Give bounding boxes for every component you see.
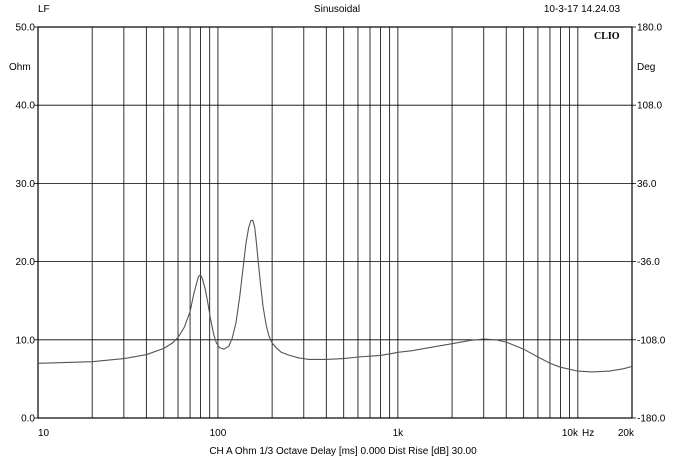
left-tick-label: 30.0 [16, 179, 36, 190]
left-tick-label: 50.0 [16, 23, 36, 34]
right-tick-label: -36.0 [637, 257, 660, 268]
footer-settings: CH A Ohm 1/3 Octave Delay [ms] 0.000 Dis… [209, 446, 477, 457]
right-axis-unit: Deg [637, 62, 655, 73]
right-tick-label: -180.0 [637, 414, 666, 425]
chart-title: Sinusoidal [314, 4, 360, 15]
x-tick-label: 20k [618, 428, 635, 439]
x-axis-unit: Hz [582, 428, 594, 439]
timestamp: 10-3-17 14.24.03 [544, 4, 621, 15]
y-gridlines [38, 104, 632, 341]
x-axis-ticks: 10 100 1k 10k 20k [38, 428, 635, 439]
left-tick-label: 0.0 [21, 414, 35, 425]
x-tick-label: 100 [210, 428, 227, 439]
left-axis-unit: Ohm [9, 62, 31, 73]
clio-logo: CLIO [594, 31, 620, 42]
right-tick-label: 108.0 [637, 101, 662, 112]
right-axis-ticks: -180.0 -108.0 -36.0 36.0 108.0 180.0 [632, 23, 666, 425]
header-left: LF [38, 4, 50, 15]
right-tick-label: 180.0 [637, 23, 662, 34]
x-gridlines [91, 27, 579, 418]
x-tick-label: 1k [393, 428, 405, 439]
x-tick-label: 10k [562, 428, 579, 439]
right-tick-label: -108.0 [637, 335, 666, 346]
left-tick-label: 40.0 [16, 101, 36, 112]
series-line-impedance [37, 219, 633, 373]
left-tick-label: 20.0 [16, 257, 36, 268]
left-tick-label: 10.0 [16, 335, 36, 346]
plot-frame [37, 26, 633, 419]
right-tick-label: 36.0 [637, 179, 657, 190]
left-axis-ticks: 0.0 10.0 20.0 30.0 40.0 50.0 [16, 23, 38, 425]
x-tick-label: 10 [38, 428, 50, 439]
